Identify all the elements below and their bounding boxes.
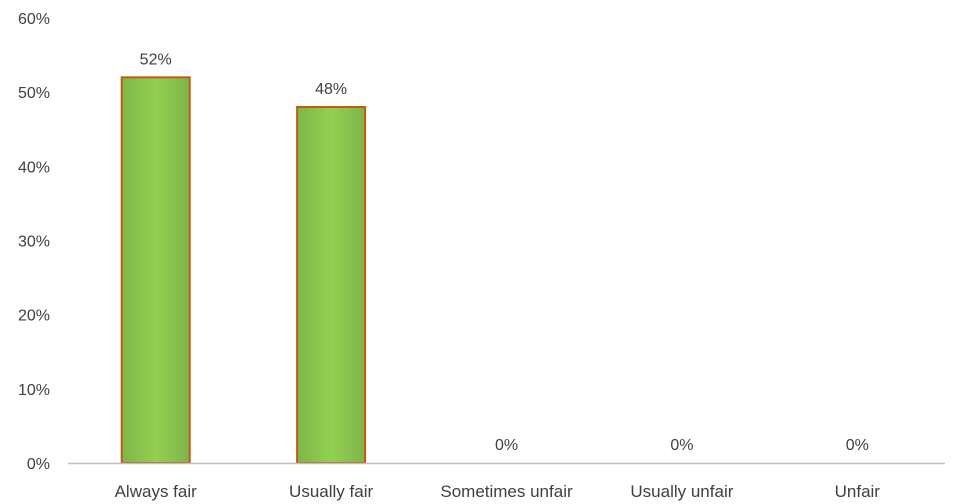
data-labels: 52% 48% 0% 0% 0% (140, 51, 869, 454)
data-label: 48% (315, 81, 347, 98)
data-label: 0% (670, 437, 693, 454)
bars (120, 76, 367, 464)
category-label: Sometimes unfair (440, 482, 573, 501)
y-tick-label: 50% (18, 85, 50, 102)
y-tick-label: 60% (18, 11, 50, 28)
y-axis-ticks: 0% 10% 20% 30% 40% 50% 60% (18, 11, 50, 473)
category-label: Unfair (835, 482, 881, 501)
category-label: Always fair (115, 482, 198, 501)
data-label: 0% (495, 437, 518, 454)
category-label: Usually fair (289, 482, 373, 501)
y-tick-label: 30% (18, 234, 50, 251)
bar (120, 76, 191, 464)
bar (296, 106, 367, 464)
y-tick-label: 40% (18, 159, 50, 176)
data-label: 0% (846, 437, 869, 454)
y-tick-label: 0% (27, 456, 50, 473)
data-label: 52% (140, 51, 172, 68)
category-label: Usually unfair (630, 482, 733, 501)
y-tick-label: 10% (18, 382, 50, 399)
category-labels: Always fair Usually fair Sometimes unfair U… (115, 482, 881, 501)
y-tick-label: 20% (18, 308, 50, 325)
